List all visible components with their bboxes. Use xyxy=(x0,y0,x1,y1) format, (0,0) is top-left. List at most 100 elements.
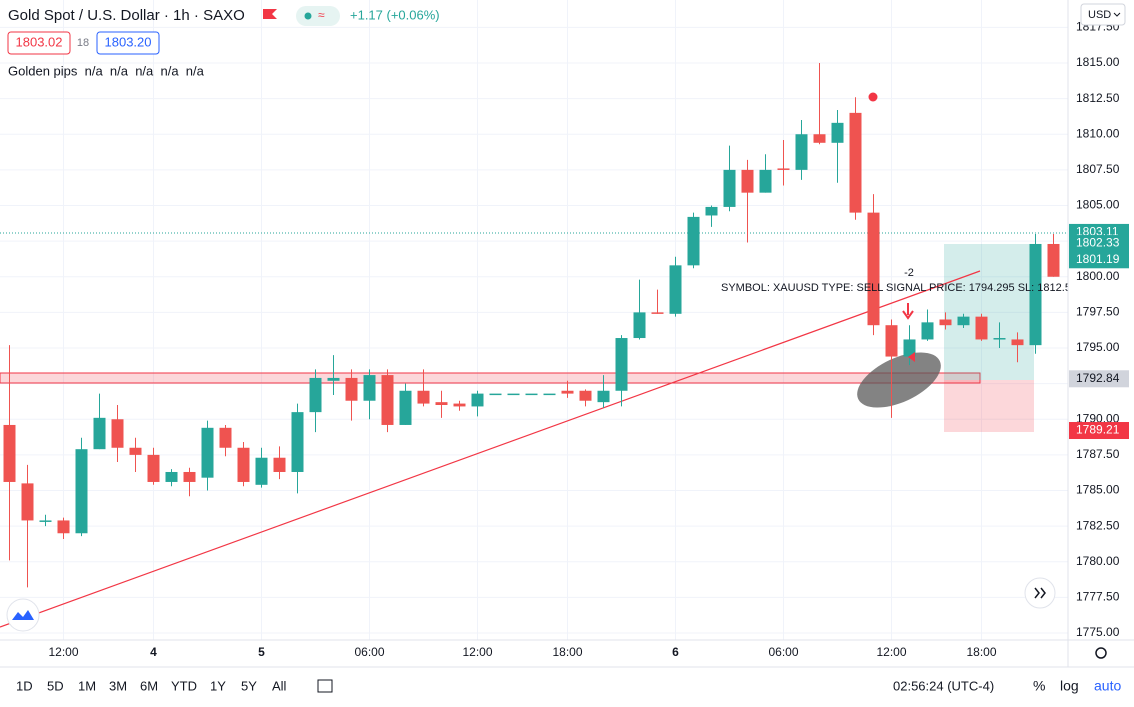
price-label-box xyxy=(1069,251,1129,269)
x-tick-label: 06:00 xyxy=(354,645,384,659)
candle-body xyxy=(291,412,304,472)
zone xyxy=(0,372,981,384)
candle-body xyxy=(561,390,574,394)
candle-body xyxy=(633,312,646,339)
y-tick-label: 1797.50 xyxy=(1076,305,1120,319)
candle-body xyxy=(543,393,556,396)
price-label-box xyxy=(1069,235,1129,253)
candle-body xyxy=(39,520,52,522)
y-tick-label: 1780.00 xyxy=(1076,554,1120,568)
range-button[interactable]: All xyxy=(272,678,287,693)
y-tick-label: 1810.00 xyxy=(1076,126,1120,140)
candle-body xyxy=(921,322,934,340)
candle-body xyxy=(957,316,970,326)
candle-body xyxy=(741,169,754,193)
range-button[interactable]: 3M xyxy=(109,678,127,693)
range-button[interactable]: 1M xyxy=(78,678,96,693)
price-label: 1792.84 xyxy=(1076,371,1120,385)
grid xyxy=(0,0,1068,640)
y-tick-label: 1805.00 xyxy=(1076,198,1120,212)
x-tick-label: 4 xyxy=(150,645,157,659)
candle-body xyxy=(579,390,592,401)
candle-body xyxy=(1029,243,1042,346)
ask-box[interactable] xyxy=(96,31,160,55)
scale-option[interactable]: auto xyxy=(1094,678,1121,694)
x-tick-label: 12:00 xyxy=(462,645,492,659)
logo xyxy=(6,598,40,632)
candle-body xyxy=(1047,243,1060,277)
candle-body xyxy=(795,134,808,170)
candle-body xyxy=(723,169,736,207)
date-range-icon[interactable] xyxy=(317,679,333,693)
settings-icon[interactable] xyxy=(1095,647,1107,659)
price-label: 1801.19 xyxy=(1076,252,1120,266)
candle-body xyxy=(597,390,610,403)
currency: USD xyxy=(1088,9,1111,21)
candle-body xyxy=(993,338,1006,340)
x-tick-label: 6 xyxy=(672,645,679,659)
candle-body xyxy=(831,122,844,143)
clock: 02:56:24 (UTC-4) xyxy=(893,678,994,693)
range-button[interactable]: 1Y xyxy=(210,678,226,693)
y-tick-label: 1777.50 xyxy=(1076,590,1120,604)
candle-body xyxy=(381,375,394,425)
annotation-count: -2 xyxy=(904,267,914,279)
bid: 1803.02 xyxy=(16,34,63,49)
candle-body xyxy=(975,316,988,340)
currency-box[interactable] xyxy=(1080,3,1126,26)
spread: 18 xyxy=(77,37,89,49)
x-tick-label: 12:00 xyxy=(48,645,78,659)
candle-body xyxy=(417,390,430,404)
candle-body xyxy=(651,312,664,314)
candle-body xyxy=(327,377,340,381)
stop-zone xyxy=(944,380,1034,432)
bid-box[interactable] xyxy=(7,31,71,55)
trend-line xyxy=(0,270,981,628)
candle-body xyxy=(147,454,160,482)
price-label: 1789.21 xyxy=(1076,423,1120,437)
candle-body xyxy=(615,338,628,391)
candle-body xyxy=(309,377,322,413)
x-tick-label: 12:00 xyxy=(876,645,906,659)
ask: 1803.20 xyxy=(105,34,152,49)
range-button[interactable]: YTD xyxy=(171,678,197,693)
change: +1.17 (+0.06%) xyxy=(350,7,440,22)
candle-body xyxy=(939,319,952,326)
candle-body xyxy=(903,339,916,357)
range-button[interactable]: 6M xyxy=(140,678,158,693)
candle-body xyxy=(489,393,502,396)
candle-body xyxy=(705,206,718,216)
candle-body xyxy=(867,212,880,326)
target-zone xyxy=(944,244,1034,380)
candle-body xyxy=(813,134,826,143)
candle-body xyxy=(759,169,772,193)
signal-arrow xyxy=(902,303,914,320)
candle-body xyxy=(435,402,448,406)
candle-body xyxy=(687,216,700,266)
candle-body xyxy=(3,424,16,482)
candle-body xyxy=(849,112,862,213)
candle-body xyxy=(255,457,268,485)
range-button[interactable]: 5Y xyxy=(241,678,257,693)
candle-body xyxy=(93,417,106,450)
y-tick-label: 1812.50 xyxy=(1076,91,1120,105)
candle-body xyxy=(165,471,178,482)
chevron xyxy=(1113,12,1121,17)
toolbar: 1D 5D 1M 3M 6M YTD 1Y 5Y All 02:56:24 (UTC-4)% log… xyxy=(16,678,1121,694)
scroll-button[interactable] xyxy=(1024,577,1056,609)
indicator: Golden pips n/a n/a n/a n/a n/a xyxy=(8,63,205,78)
scale-option[interactable]: % xyxy=(1033,678,1045,694)
candle-body xyxy=(669,265,682,314)
candle-body xyxy=(75,449,88,534)
y-tick-label: 1775.00 xyxy=(1076,625,1120,639)
range-button[interactable]: 1D xyxy=(16,678,33,693)
scale-option[interactable]: log xyxy=(1060,678,1079,694)
chart-title: Gold Spot / U.S. Dollar · 1h · SAXO xyxy=(8,7,245,24)
candle-body xyxy=(201,427,214,478)
x-tick-label: 06:00 xyxy=(768,645,798,659)
candle-body xyxy=(471,393,484,407)
x-tick-label: 5 xyxy=(258,645,265,659)
range-button[interactable]: 5D xyxy=(47,678,64,693)
alert-dot xyxy=(868,92,878,102)
candle-body xyxy=(111,419,124,448)
